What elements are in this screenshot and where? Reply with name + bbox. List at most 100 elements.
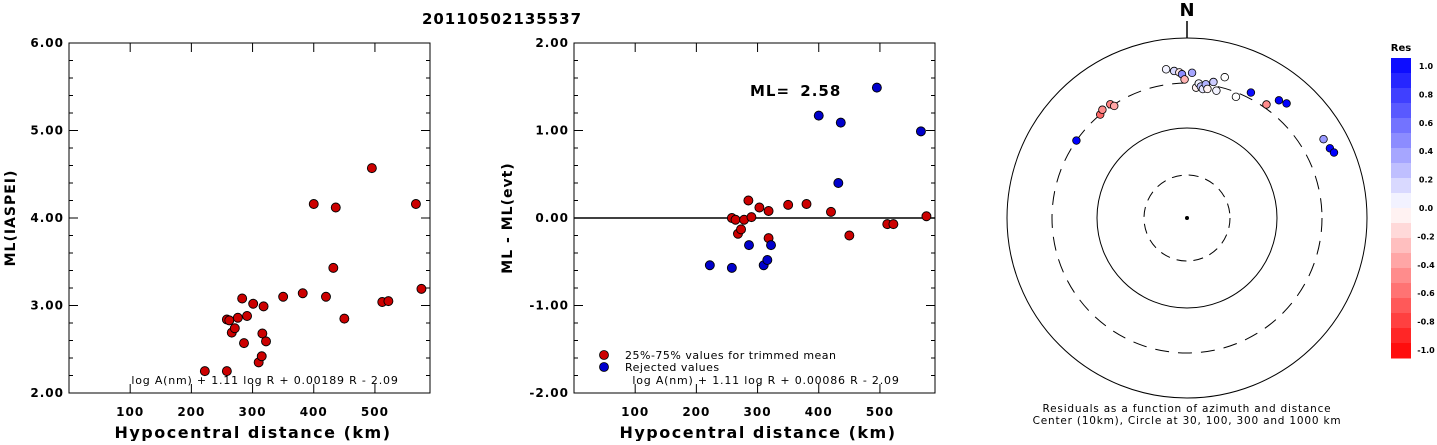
ring-100km: [1096, 127, 1278, 309]
station-marker: [1282, 99, 1291, 108]
colorbar-cell: [1391, 163, 1411, 179]
station-marker: [1203, 84, 1212, 94]
y-tick-label: 0.00: [535, 211, 569, 225]
colorbar-tick-label: -0.2: [1417, 232, 1435, 241]
data-point: [763, 206, 774, 216]
colorbar-tick-label: -0.4: [1417, 261, 1435, 270]
station-marker: [1220, 73, 1229, 82]
colorbar-tick-label: 0.0: [1419, 204, 1434, 213]
data-point: [330, 202, 341, 213]
data-point: [383, 296, 394, 307]
north-label: N: [1179, 0, 1194, 21]
plot-frame: [68, 42, 431, 394]
data-point: [366, 163, 377, 174]
x-tick-label: 400: [300, 405, 328, 419]
x-tick-label: 200: [682, 405, 710, 419]
colorbar-cell: [1391, 343, 1411, 359]
figure-title: 20110502135537: [422, 10, 582, 28]
ml-label-text: ML=: [750, 82, 790, 100]
ml-value: 2.58: [800, 82, 841, 100]
station-marker: [1212, 86, 1221, 95]
data-point: [746, 212, 757, 223]
data-point: [844, 230, 855, 241]
data-point: [248, 298, 259, 309]
colorbar-title: Res: [1391, 43, 1411, 54]
legend: 25%-75% values for trimmed mean Rejected…: [599, 349, 837, 374]
colorbar-cell: [1391, 208, 1411, 224]
data-points: [199, 163, 427, 377]
x-axis-label: Hypocentral distance (km): [619, 423, 896, 441]
y-axis-label: ML(IASPEI): [3, 170, 19, 267]
attenuation-formula: log A(nm) + 1.11 log R + 0.00189 R - 2.0…: [131, 374, 398, 387]
colorbar-cells: [1391, 58, 1411, 359]
colorbar-tick-label: 1.0: [1419, 62, 1434, 71]
colorbar-cell: [1391, 313, 1411, 329]
y-axis-label: ML - ML(evt): [500, 162, 516, 273]
colorbar-tick-label: 0.8: [1419, 90, 1434, 99]
data-point: [762, 255, 773, 265]
data-point: [813, 110, 824, 121]
x-tick-label: 300: [744, 405, 772, 419]
y-tick-label: 4.00: [30, 211, 64, 225]
axis-ticks: 100 200 300 400 500 -2.00 -1.00 0.00 1.00 2.00: [529, 36, 935, 419]
data-point: [743, 195, 754, 206]
station-marker: [1329, 148, 1339, 157]
station-marker: [1231, 92, 1241, 102]
station-marker: [1274, 96, 1284, 105]
data-point: [871, 82, 882, 93]
station-marker: [1262, 100, 1271, 109]
colorbar-cell: [1391, 238, 1411, 254]
data-point: [410, 199, 421, 209]
legend-label-rejected: Rejected values: [625, 361, 720, 374]
data-point: [801, 199, 812, 209]
ring-30km: [1143, 174, 1231, 262]
colorbar-tick-label: 0.4: [1419, 147, 1434, 156]
legend-label-trimmed: 25%-75% values for trimmed mean: [625, 349, 837, 362]
data-point: [783, 199, 794, 210]
ml-label: ML= 2.58: [750, 82, 841, 100]
data-point: [258, 301, 269, 312]
colorbar-cell: [1391, 268, 1411, 284]
data-point: [242, 311, 253, 321]
data-point: [308, 199, 319, 209]
colorbar-cell: [1391, 58, 1411, 74]
data-point: [921, 211, 932, 222]
data-point: [835, 117, 846, 128]
colorbar-tick-label: 0.6: [1419, 119, 1434, 128]
data-point: [736, 224, 746, 235]
data-point: [730, 214, 741, 225]
polar-caption-line1: Residuals as a function of azimuth and d…: [1043, 403, 1332, 415]
data-point: [297, 288, 308, 299]
station-marker: [1180, 75, 1189, 84]
colorbar-cell: [1391, 283, 1411, 299]
data-point: [766, 240, 776, 251]
colorbar-cell: [1391, 103, 1411, 119]
station-marker: [1072, 136, 1081, 145]
colorbar-cell: [1391, 88, 1411, 104]
station-marker: [1187, 68, 1197, 78]
colorbar-ticks: 1.0 0.8 0.6 0.4 0.2 0.0 -0.2 -0.4 -0.6 -0.8 -1.0: [1417, 62, 1435, 355]
colorbar-cell: [1391, 133, 1411, 149]
data-point: [257, 328, 268, 339]
data-point: [339, 313, 350, 324]
colorbar-cell: [1391, 148, 1411, 164]
ring-300km: [1051, 82, 1323, 354]
data-point: [754, 202, 765, 213]
polar-caption-line2: Center (10km), Circle at 30, 100, 300 an…: [1033, 415, 1342, 427]
y-tick-label: 2.00: [535, 36, 569, 50]
data-point: [278, 291, 289, 302]
data-point: [237, 293, 248, 304]
data-point: [261, 336, 271, 347]
colorbar-tick-label: -1.0: [1417, 346, 1435, 355]
station-markers: [1072, 65, 1339, 157]
y-tick-label: 6.00: [30, 36, 64, 50]
data-point: [915, 126, 926, 137]
colorbar-tick-label: 0.2: [1419, 176, 1433, 185]
colorbar-cell: [1391, 223, 1411, 239]
ring-1000km: [1006, 37, 1368, 399]
station-marker: [1319, 134, 1328, 144]
data-points: [704, 82, 932, 273]
data-point: [232, 312, 243, 323]
legend-marker-rejected: [599, 362, 609, 372]
